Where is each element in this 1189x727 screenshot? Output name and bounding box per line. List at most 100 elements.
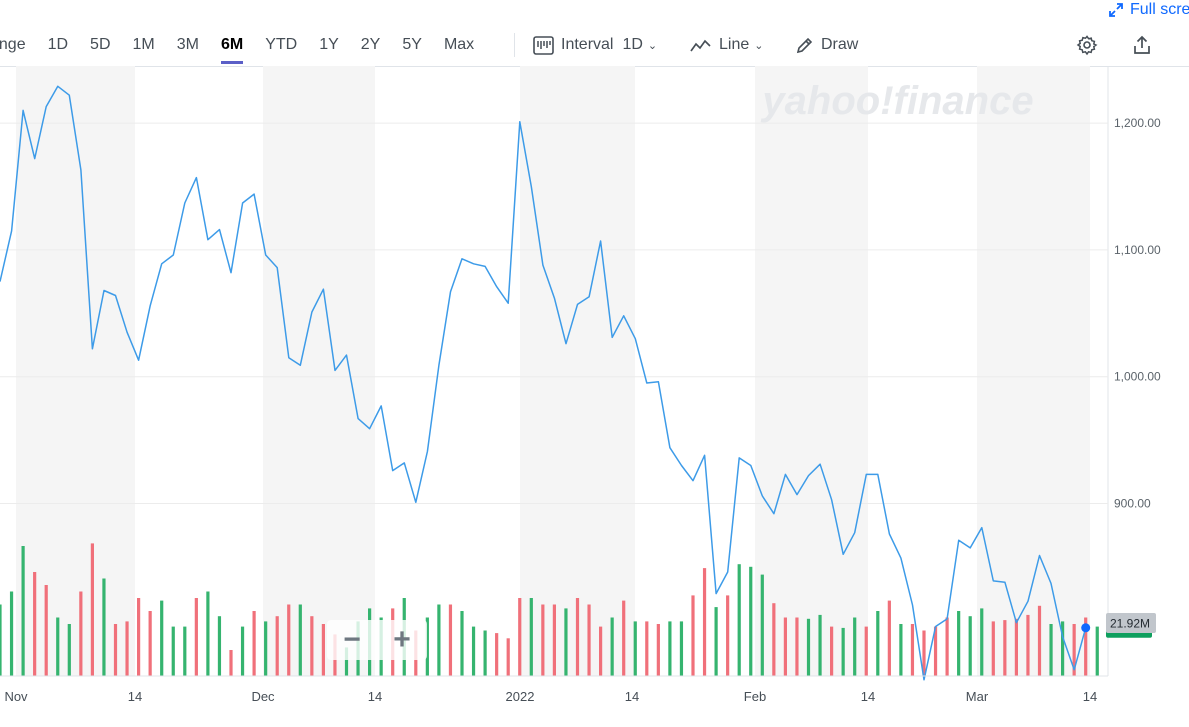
toolbar-divider <box>514 33 515 57</box>
x-axis: Nov 14 Dec 14 2022 14 Feb 14 Mar 14 <box>0 675 1108 704</box>
volume-bar <box>344 647 349 676</box>
volume-bar <box>194 598 198 676</box>
volume-bar <box>310 616 314 676</box>
volume-bar <box>864 626 868 676</box>
volume-bar <box>980 608 984 676</box>
volume-bar <box>853 617 857 676</box>
x-tick-label: 14 <box>861 689 875 704</box>
volume-bar <box>529 598 533 676</box>
last-value-badges: 801.8921.92M <box>1106 613 1156 638</box>
chevron-down-icon: ⌄ <box>754 39 764 52</box>
volume-bar <box>518 598 522 676</box>
range-max[interactable]: Max <box>443 36 475 53</box>
volume-bar <box>90 543 94 676</box>
range-1m[interactable]: 1M <box>132 36 155 53</box>
x-tick-label: 14 <box>625 689 639 704</box>
y-tick-label: 1,000.00 <box>1114 370 1161 384</box>
volume-bar <box>264 621 268 676</box>
volume-bar <box>599 626 603 676</box>
volume-bar <box>148 611 152 676</box>
last-volume-label: 21.92M <box>1110 617 1150 631</box>
draw-button[interactable]: Draw <box>795 30 858 60</box>
last-price-dot <box>1081 623 1091 633</box>
volume-bar <box>160 600 164 676</box>
x-tick-label: Mar <box>966 689 989 704</box>
range-5y[interactable]: 5Y <box>402 36 422 53</box>
volume-bar <box>933 626 938 676</box>
last-volume-badge <box>1106 613 1156 633</box>
share-icon[interactable] <box>1131 34 1153 56</box>
volume-bar <box>806 618 811 676</box>
volume-bar <box>622 600 626 676</box>
range-date-range[interactable]: ange <box>0 36 26 53</box>
zoom-in-button[interactable]: + <box>393 623 411 656</box>
volume-bar <box>206 591 210 676</box>
fullscreen-button[interactable]: Full scre <box>1108 0 1189 20</box>
volume-bar <box>44 585 48 676</box>
volume-bar <box>760 574 764 676</box>
x-tick-label: 14 <box>128 689 142 704</box>
x-tick-label: 2022 <box>506 689 535 704</box>
volume-bar <box>1026 614 1030 676</box>
volume-bar <box>217 616 222 676</box>
price-line <box>0 85 1087 681</box>
volume-bar <box>968 616 972 676</box>
volume-bar <box>137 598 141 676</box>
volume-bar <box>113 624 118 676</box>
gear-icon[interactable] <box>1076 34 1098 56</box>
month-band <box>520 66 635 676</box>
volume-bar <box>841 627 845 676</box>
volume-bar <box>506 638 510 676</box>
zoom-controls: − + <box>327 620 427 660</box>
volume-bar <box>749 566 753 676</box>
volume-bar <box>818 614 822 676</box>
interval-selector[interactable]: Interval 1D ⌄ <box>533 30 657 60</box>
price-chart[interactable]: yahoo!finance 1,200.00 1,100.00 1,000.00 90… <box>0 66 1189 727</box>
volume-bar <box>772 603 776 676</box>
volume-bar <box>298 604 302 676</box>
volume-bar <box>645 621 649 676</box>
range-1d[interactable]: 1D <box>47 36 69 53</box>
volume-bar <box>183 626 187 676</box>
volume-bar <box>125 621 129 676</box>
volume-bar <box>552 604 556 676</box>
x-tick-label: Nov <box>4 689 28 704</box>
range-6m[interactable]: 6M <box>220 30 244 64</box>
range-3m[interactable]: 3M <box>176 36 199 53</box>
volume-bar <box>691 595 695 676</box>
volume-bar <box>1084 617 1088 676</box>
y-tick-label: 1,200.00 <box>1114 116 1161 130</box>
volume-bar <box>56 617 60 676</box>
range-5d[interactable]: 5D <box>90 36 111 53</box>
volume-bar <box>240 626 245 676</box>
range-1y[interactable]: 1Y <box>319 36 339 53</box>
grid-lines <box>0 122 1108 505</box>
chart-type-label: Line <box>719 36 750 53</box>
month-band <box>755 66 868 676</box>
draw-label: Draw <box>821 36 859 53</box>
chart-type-selector[interactable]: Line ⌄ <box>690 30 763 60</box>
volume-bar <box>171 626 175 676</box>
volume-bar <box>471 626 476 676</box>
chevron-down-icon: ⌄ <box>647 39 658 52</box>
interval-label: Interval <box>561 36 614 53</box>
month-band <box>977 66 1090 676</box>
volume-bar <box>702 568 707 676</box>
range-ytd[interactable]: YTD <box>265 36 298 53</box>
y-tick-label: 1,100.00 <box>1114 243 1161 257</box>
volume-bars <box>0 543 1099 676</box>
volume-bar <box>448 604 453 676</box>
volume-bar <box>876 611 880 676</box>
range-selector: ange 1D 5D 1M 3M 6M YTD 1Y 2Y 5Y Max <box>0 30 496 64</box>
volume-bar <box>1003 620 1007 676</box>
chart-toolbar: Full scre ange 1D 5D 1M 3M 6M YTD 1Y 2Y … <box>0 0 1189 66</box>
zoom-out-button[interactable]: − <box>343 623 361 656</box>
volume-bar <box>910 624 915 676</box>
volume-bar <box>633 621 637 676</box>
interval-value: 1D <box>622 36 643 53</box>
volume-bar <box>737 564 741 676</box>
volume-bar <box>321 624 325 676</box>
volume-bar <box>252 611 256 676</box>
range-2y[interactable]: 2Y <box>360 36 381 53</box>
volume-bar <box>495 633 499 676</box>
